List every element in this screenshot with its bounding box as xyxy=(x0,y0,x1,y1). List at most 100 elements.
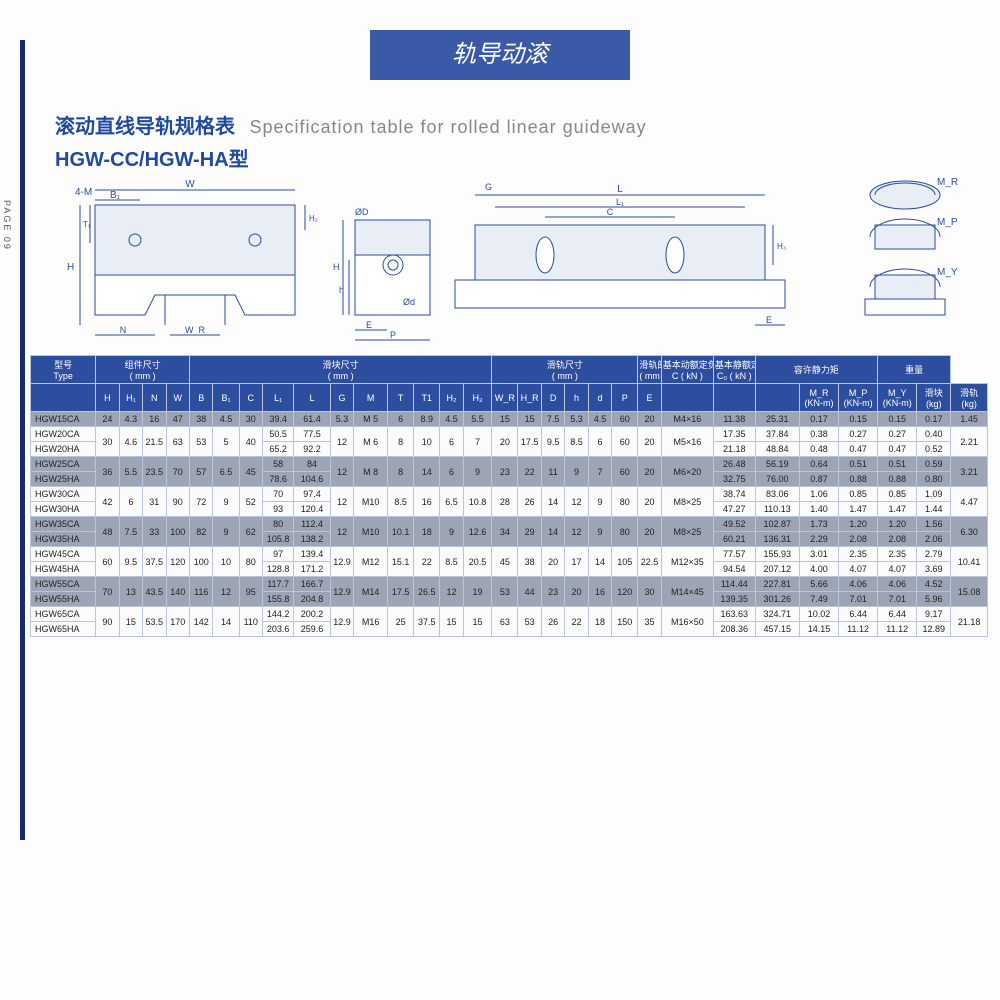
data-cell: 14 xyxy=(541,517,564,547)
data-cell: 5.3 xyxy=(565,412,588,427)
data-cell: 45 xyxy=(239,457,262,487)
svg-text:Ød: Ød xyxy=(403,297,415,307)
col-sub-header: 滑轨(kg) xyxy=(951,384,988,412)
col-sub-header: H₂ xyxy=(440,384,463,412)
data-cell: 36 xyxy=(96,457,119,487)
title-block: 滚动直线导轨规格表 Specification table for rolled… xyxy=(55,110,647,172)
data-cell: 9.17 xyxy=(917,607,951,622)
data-cell: 6 xyxy=(440,457,463,487)
data-cell: 5.3 xyxy=(330,412,353,427)
data-cell: 60 xyxy=(96,547,119,577)
data-cell: 166.7 xyxy=(294,577,331,592)
col-sub-header xyxy=(31,384,96,412)
data-cell: 38 xyxy=(518,547,541,577)
data-cell: 21.18 xyxy=(951,607,988,637)
data-cell: 3.21 xyxy=(951,457,988,487)
data-cell: 16 xyxy=(143,412,166,427)
data-cell: 9 xyxy=(213,517,239,547)
data-cell: 9 xyxy=(565,457,588,487)
data-cell: 10.8 xyxy=(463,487,492,517)
data-cell: 29 xyxy=(518,517,541,547)
data-cell: 22 xyxy=(518,457,541,487)
data-cell: 14 xyxy=(213,607,239,637)
col-sub-header xyxy=(755,384,799,412)
data-cell: 155.93 xyxy=(755,547,799,562)
data-cell: 0.15 xyxy=(878,412,917,427)
data-cell: 117.7 xyxy=(262,577,293,592)
data-cell: 4.06 xyxy=(839,577,878,592)
svg-text:L₁: L₁ xyxy=(616,197,624,207)
data-cell: 47.27 xyxy=(713,502,755,517)
data-cell: M12×35 xyxy=(661,547,713,577)
data-cell: M10 xyxy=(354,487,388,517)
data-cell: 80 xyxy=(239,547,262,577)
svg-text:W_R: W_R xyxy=(185,325,206,335)
data-cell: 14 xyxy=(541,487,564,517)
col-sub-header: h xyxy=(565,384,588,412)
data-cell: 80 xyxy=(262,517,293,532)
data-cell: M16×50 xyxy=(661,607,713,637)
data-cell: 12 xyxy=(565,487,588,517)
data-cell: 12.9 xyxy=(330,577,353,607)
data-cell: 37.5 xyxy=(143,547,166,577)
data-cell: 7 xyxy=(463,427,492,457)
svg-text:H₂: H₂ xyxy=(309,214,318,223)
data-cell: 1.73 xyxy=(799,517,838,532)
data-cell: 7.01 xyxy=(878,592,917,607)
data-cell: 207.12 xyxy=(755,562,799,577)
col-sub-header: B xyxy=(190,384,213,412)
data-cell: 9.5 xyxy=(541,427,564,457)
data-cell: 90 xyxy=(166,487,189,517)
data-cell: 22 xyxy=(414,547,440,577)
data-cell: 0.48 xyxy=(799,442,838,457)
data-cell: 11.12 xyxy=(878,622,917,637)
data-cell: 84 xyxy=(294,457,331,472)
data-cell: 97 xyxy=(262,547,293,562)
type-cell: HGW20CA xyxy=(31,427,96,442)
data-cell: 0.47 xyxy=(839,442,878,457)
data-cell: 16 xyxy=(588,577,611,607)
title-chinese: 滚动直线导轨规格表 xyxy=(55,110,235,139)
data-cell: 57 xyxy=(190,457,213,487)
data-cell: 6.5 xyxy=(440,487,463,517)
data-cell: 9 xyxy=(588,487,611,517)
data-cell: 6.44 xyxy=(839,607,878,622)
svg-text:M_Y: M_Y xyxy=(937,267,958,278)
data-cell: 22.5 xyxy=(638,547,661,577)
col-sub-header: d xyxy=(588,384,611,412)
data-cell: 37.5 xyxy=(414,607,440,637)
data-cell: 6.30 xyxy=(951,517,988,547)
data-cell: 80 xyxy=(612,487,638,517)
data-cell: 61.4 xyxy=(294,412,331,427)
data-cell: 100 xyxy=(190,547,213,577)
data-cell: 4.5 xyxy=(440,412,463,427)
data-cell: 110.13 xyxy=(755,502,799,517)
col-sub-header: N xyxy=(143,384,166,412)
data-cell: 1.20 xyxy=(839,517,878,532)
col-sub-header: M_R(KN-m) xyxy=(799,384,838,412)
data-cell: 19 xyxy=(463,577,492,607)
data-cell: 204.8 xyxy=(294,592,331,607)
data-cell: 4.47 xyxy=(951,487,988,517)
data-cell: 1.44 xyxy=(917,502,951,517)
header-banner: 轨导动滚 xyxy=(370,30,630,80)
data-cell: 21.5 xyxy=(143,427,166,457)
data-cell: 25.31 xyxy=(755,412,799,427)
data-cell: M10 xyxy=(354,517,388,547)
data-cell: 2.08 xyxy=(878,532,917,547)
data-cell: 6 xyxy=(119,487,142,517)
col-group-header: 滑块尺寸( mm ) xyxy=(190,356,492,384)
data-cell: 171.2 xyxy=(294,562,331,577)
data-cell: 104.6 xyxy=(294,472,331,487)
page-number: PAGE 09 xyxy=(2,200,12,251)
data-cell: 70 xyxy=(262,487,293,502)
data-cell: 2.29 xyxy=(799,532,838,547)
data-cell: 16 xyxy=(414,487,440,517)
svg-text:h: h xyxy=(339,285,344,295)
data-cell: M12 xyxy=(354,547,388,577)
data-cell: 4.5 xyxy=(588,412,611,427)
data-cell: M8×25 xyxy=(661,517,713,547)
data-cell: 10.02 xyxy=(799,607,838,622)
data-cell: 8.5 xyxy=(388,487,414,517)
data-cell: 5 xyxy=(213,427,239,457)
